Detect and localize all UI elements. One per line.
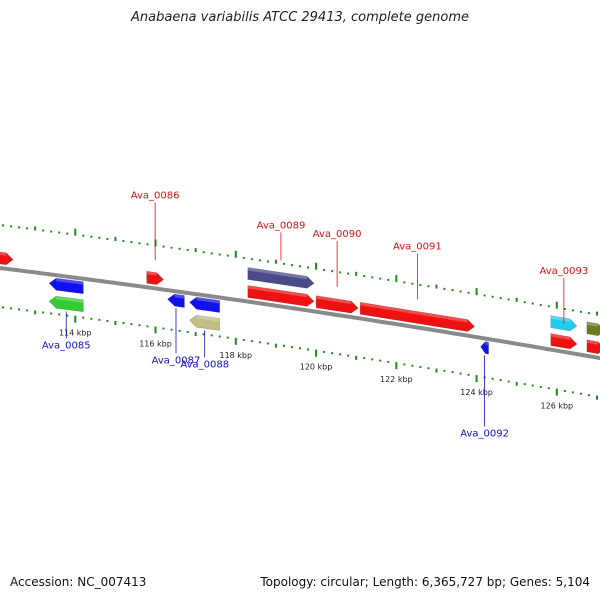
gene-arrow-highlight (56, 296, 84, 303)
map-title: Anabaena variabilis ATCC 29413, complete… (131, 10, 469, 25)
gene-arrow[interactable] (586, 321, 600, 337)
gene-arrow-highlight (247, 285, 307, 298)
gene-label[interactable]: Ava_0090 (313, 229, 362, 240)
gene-arrow[interactable] (146, 270, 165, 285)
gene-features (0, 251, 600, 355)
gene-arrow[interactable] (550, 333, 578, 350)
ruler-label: 118 kbp (219, 351, 252, 360)
gene-arrow[interactable] (189, 296, 220, 313)
gene-labels: Ava_0086 Ava_0089 Ava_0090 Ava_0091 Ava_0093… (42, 190, 588, 439)
gene-label[interactable]: Ava_0091 (393, 241, 442, 252)
gene-label[interactable]: Ava_0088 (180, 359, 229, 370)
gene-arrow-highlight (174, 294, 185, 299)
ruler-label: 126 kbp (541, 402, 574, 411)
genome-backbone (0, 265, 600, 361)
accession-text: Accession: NC_007413 (10, 575, 147, 589)
gene-arrow[interactable] (586, 339, 600, 355)
ruler-label: 122 kbp (380, 375, 413, 384)
forward-tick-row (2, 224, 598, 316)
reverse-tick-row (2, 306, 598, 400)
gene-arrow[interactable] (48, 295, 84, 313)
gene-label[interactable]: Ava_0092 (460, 428, 509, 439)
ruler-label: 120 kbp (300, 363, 333, 372)
gene-arrow[interactable] (48, 277, 84, 295)
gene-arrow-highlight (586, 339, 598, 345)
gene-arrow-highlight (196, 315, 220, 322)
gene-arrow-highlight (247, 267, 307, 280)
ruler-label: 124 kbp (460, 388, 493, 397)
gene-label[interactable]: Ava_0089 (257, 220, 306, 231)
gene-arrow[interactable] (315, 295, 359, 314)
gene-arrow-highlight (56, 278, 84, 285)
gene-arrow-highlight (0, 252, 7, 256)
gene-arrow-highlight (360, 302, 468, 323)
gene-arrow[interactable] (480, 341, 489, 355)
ruler-label: 116 kbp (139, 339, 172, 348)
ruler-labels: 114 kbp 116 kbp 118 kbp 120 kbp 122 kbp 124 k… (59, 329, 573, 411)
gene-arrow[interactable] (167, 293, 185, 308)
gene-arrow-highlight (316, 295, 352, 305)
gene-arrow[interactable] (189, 314, 220, 331)
ruler-label: 114 kbp (59, 329, 92, 338)
gene-arrow[interactable] (359, 301, 476, 332)
gene-arrow-highlight (146, 271, 157, 276)
gene-arrow-highlight (550, 333, 570, 340)
gene-label[interactable]: Ava_0087 (152, 355, 201, 366)
gene-label[interactable]: Ava_0093 (539, 266, 588, 277)
gene-arrow[interactable] (0, 251, 14, 266)
gene-label[interactable]: Ava_0086 (131, 190, 180, 201)
gene-label[interactable]: Ava_0085 (42, 340, 91, 351)
genome-summary-text: Topology: circular; Length: 6,365,727 bp… (260, 575, 590, 589)
gene-arrow-highlight (196, 297, 220, 304)
gene-arrow[interactable] (247, 267, 315, 289)
gene-arrow-highlight (485, 341, 489, 346)
gene-arrow-highlight (586, 321, 598, 327)
gene-arrow-highlight (550, 315, 570, 322)
gene-arrow[interactable] (247, 285, 315, 307)
